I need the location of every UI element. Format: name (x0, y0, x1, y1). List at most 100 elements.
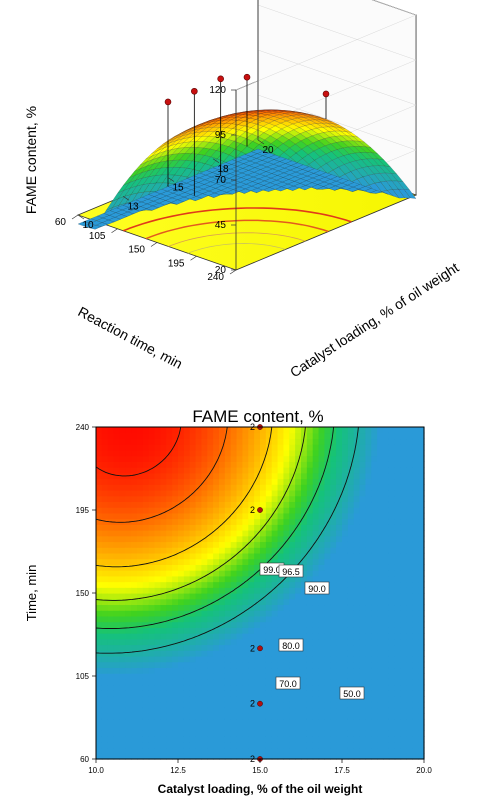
heat-cell (260, 713, 267, 720)
heat-cell (400, 718, 408, 726)
heat-cell (318, 644, 326, 651)
heat-cell (265, 558, 273, 565)
heat-cell (189, 558, 197, 565)
heat-cell (377, 621, 384, 628)
heat-cell (388, 736, 396, 743)
heat-cell (260, 673, 267, 680)
heat-cell (400, 484, 408, 491)
heat-cell (119, 673, 126, 680)
heat-cell (142, 570, 150, 577)
heat-cell (412, 495, 419, 503)
heat-cell (306, 696, 314, 703)
heat-cell (236, 461, 244, 468)
heat-cell (330, 736, 337, 743)
heat-cell (224, 655, 232, 663)
heat-cell (148, 678, 156, 686)
heat-cell (359, 638, 367, 646)
heat-cell (201, 587, 208, 594)
heat-cell (230, 547, 238, 554)
heat-cell (277, 655, 285, 663)
heat-cell (224, 478, 232, 485)
heat-cell (195, 564, 203, 571)
heat-cell (406, 604, 413, 611)
heat-cell (154, 650, 162, 657)
heat-cell (101, 673, 109, 680)
heat-cell (213, 741, 220, 749)
heat-cell (365, 661, 372, 669)
heat-cell (201, 444, 208, 451)
heat-cell (336, 484, 343, 491)
heat-cell (131, 564, 138, 571)
heat-cell (107, 507, 115, 514)
heat-cell (412, 661, 419, 669)
heat-cell (230, 696, 238, 703)
heat-cell (347, 718, 355, 726)
heat-cell (154, 547, 162, 554)
heat-cell (236, 667, 244, 674)
heat-cell (406, 547, 413, 554)
heat-cell (178, 478, 185, 485)
iso-line (95, 426, 182, 477)
heat-cell (125, 724, 132, 731)
heat-cell (160, 593, 167, 600)
heat-cell (412, 638, 419, 646)
heat-cell (154, 673, 162, 680)
heat-cell (388, 696, 396, 703)
heat-cell (412, 701, 419, 709)
z-tick-label: 95 (215, 130, 227, 141)
heat-cell (189, 701, 197, 709)
heat-cell (183, 610, 191, 617)
time-tick (71, 214, 79, 220)
heat-cell (312, 432, 320, 440)
heat-cell (137, 724, 144, 731)
heat-cell (418, 535, 425, 543)
heat-cell (125, 633, 132, 640)
heat-cell (347, 667, 355, 674)
heat-cell (183, 587, 191, 594)
heat-cell (142, 633, 150, 640)
contour-label-box (304, 581, 330, 595)
heat-cell (107, 489, 115, 497)
heat-cell (183, 432, 191, 440)
heat-cell (400, 547, 408, 554)
heat-cell (183, 444, 191, 451)
heat-cell (230, 427, 238, 434)
heat-cell (277, 724, 285, 731)
heat-cell (301, 455, 308, 462)
heat-cell (271, 615, 279, 623)
time-tick-label: 150 (128, 245, 145, 256)
heat-cell (230, 713, 238, 720)
heat-cell (201, 638, 208, 646)
heat-cell (371, 570, 378, 577)
heat-cell (318, 604, 326, 611)
heat-cell (201, 667, 208, 674)
heat-cell (277, 535, 285, 543)
heat-cell (289, 581, 296, 588)
heat-cell (107, 501, 115, 508)
heat-cell (248, 678, 255, 686)
heat-cell (295, 701, 302, 709)
heat-cell (201, 696, 208, 703)
heat-cell (271, 661, 279, 669)
heat-cell (306, 724, 314, 731)
heat-cell (242, 530, 249, 537)
heat-cell (242, 604, 249, 611)
heat-cell (248, 633, 255, 640)
heat-cell (388, 621, 396, 628)
heat-cell (224, 570, 232, 577)
heat-cell (113, 661, 121, 669)
heat-cell (383, 581, 390, 588)
heat-cell (277, 598, 285, 606)
heat-cell (183, 644, 191, 651)
heat-cell (312, 633, 320, 640)
heat-cell (318, 730, 326, 737)
heat-cell (412, 558, 419, 565)
heat-cell (189, 495, 197, 503)
x-tick-label: 20.0 (416, 766, 432, 775)
heat-cell (189, 432, 197, 440)
heat-cell (242, 638, 249, 646)
heat-cell (137, 701, 144, 709)
heat-cell (224, 587, 232, 594)
heat-cell (324, 724, 331, 731)
heat-cell (318, 472, 326, 480)
